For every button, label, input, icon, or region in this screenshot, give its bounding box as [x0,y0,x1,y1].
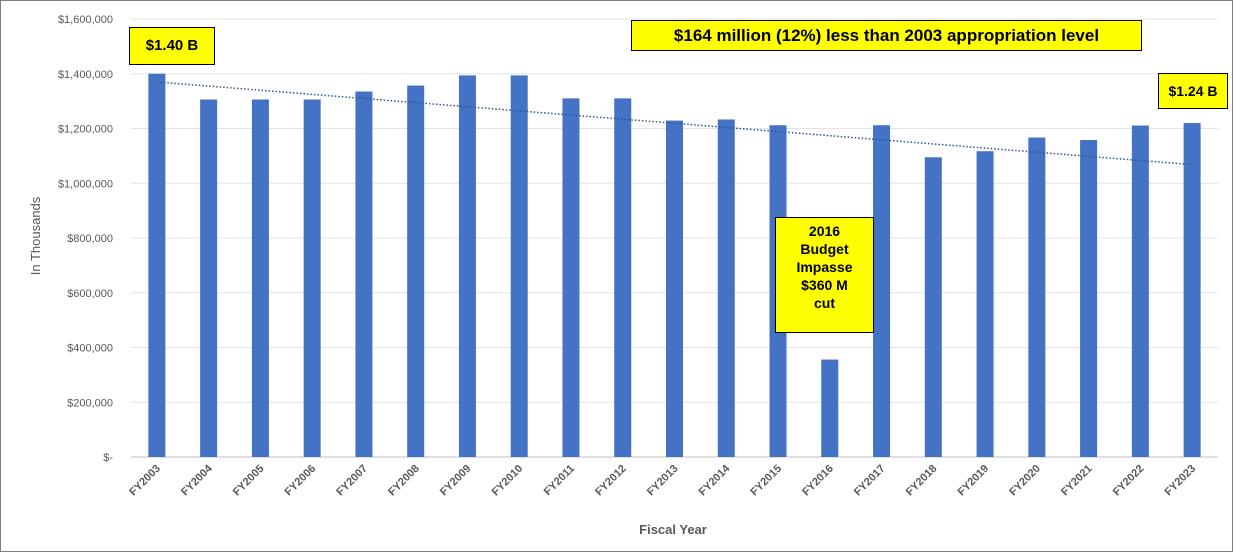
x-tick-label: FY2017 [852,463,888,499]
trendline [156,81,1193,166]
bar-FY2016 [821,359,839,457]
x-tick-label: FY2015 [748,463,784,499]
x-tick-label: FY2014 [697,462,733,498]
y-tick-label: $600,000 [67,288,113,300]
y-tick-label: $800,000 [67,233,113,245]
y-tick-label: $200,000 [67,397,113,409]
bar-FY2012 [614,98,632,457]
x-tick-label: FY2016 [800,463,836,499]
bar-FY2018 [924,157,942,457]
x-tick-label: FY2018 [904,463,940,499]
bar-FY2021 [1080,139,1098,457]
y-tick-label: $400,000 [67,343,113,355]
x-tick-label: FY2008 [386,463,422,499]
bar-FY2008 [407,85,425,458]
y-tick-label: $1,600,000 [58,14,113,26]
x-tick-label: FY2012 [593,463,629,499]
x-tick-label: FY2019 [955,463,991,499]
x-axis-ticks: FY2003 FY2004 FY2005 FY2006 FY2007 FY2008 FY20… [127,462,1198,498]
x-tick-label: FY2013 [645,463,681,499]
headline-callout: $164 million (12%) less than 2003 approp… [631,20,1142,51]
bar-FY2004 [200,99,218,458]
x-tick-label: FY2021 [1059,463,1095,499]
bar-FY2022 [1131,125,1149,458]
x-tick-label: FY2006 [283,463,319,499]
x-axis-title: Fiscal Year [639,522,707,537]
bar-FY2003 [148,73,166,457]
trendline-layer [156,81,1193,166]
bar-FY2007 [355,91,373,457]
start-value-callout: $1.40 B [129,27,215,65]
y-tick-label: $1,200,000 [58,124,113,136]
x-tick-label: FY2007 [334,463,370,499]
bar-FY2017 [873,125,891,457]
bar-FY2005 [251,99,269,458]
y-tick-label: $1,400,000 [58,69,113,81]
y-tick-label: $- [103,452,113,464]
x-tick-label: FY2003 [127,463,163,499]
bar-FY2023 [1183,123,1201,458]
x-tick-label: FY2020 [1007,463,1043,499]
end-value-callout: $1.24 B [1158,73,1228,109]
x-tick-label: FY2022 [1111,463,1147,499]
bar-FY2010 [510,75,528,457]
bar-FY2020 [1028,137,1046,457]
budget-impasse-callout: 2016 Budget Impasse $360 M cut [775,217,874,333]
bars [148,73,1201,458]
x-tick-label: FY2023 [1163,463,1199,499]
x-tick-label: FY2009 [438,463,474,499]
bar-FY2011 [562,98,580,457]
x-tick-label: FY2004 [179,462,215,498]
y-tick-label: $1,000,000 [58,178,113,190]
y-axis-title: In Thousands [28,196,43,275]
x-tick-label: FY2005 [231,463,267,499]
bar-FY2006 [303,99,321,458]
x-tick-label: FY2011 [542,463,577,498]
y-axis-ticks: $- $200,000 $400,000 $600,000 $800,000 $1,000… [58,14,113,464]
bar-FY2009 [458,75,476,457]
bar-FY2013 [666,120,683,457]
bar-FY2019 [976,151,994,457]
x-tick-label: FY2010 [490,463,526,499]
bar-FY2014 [717,119,735,457]
